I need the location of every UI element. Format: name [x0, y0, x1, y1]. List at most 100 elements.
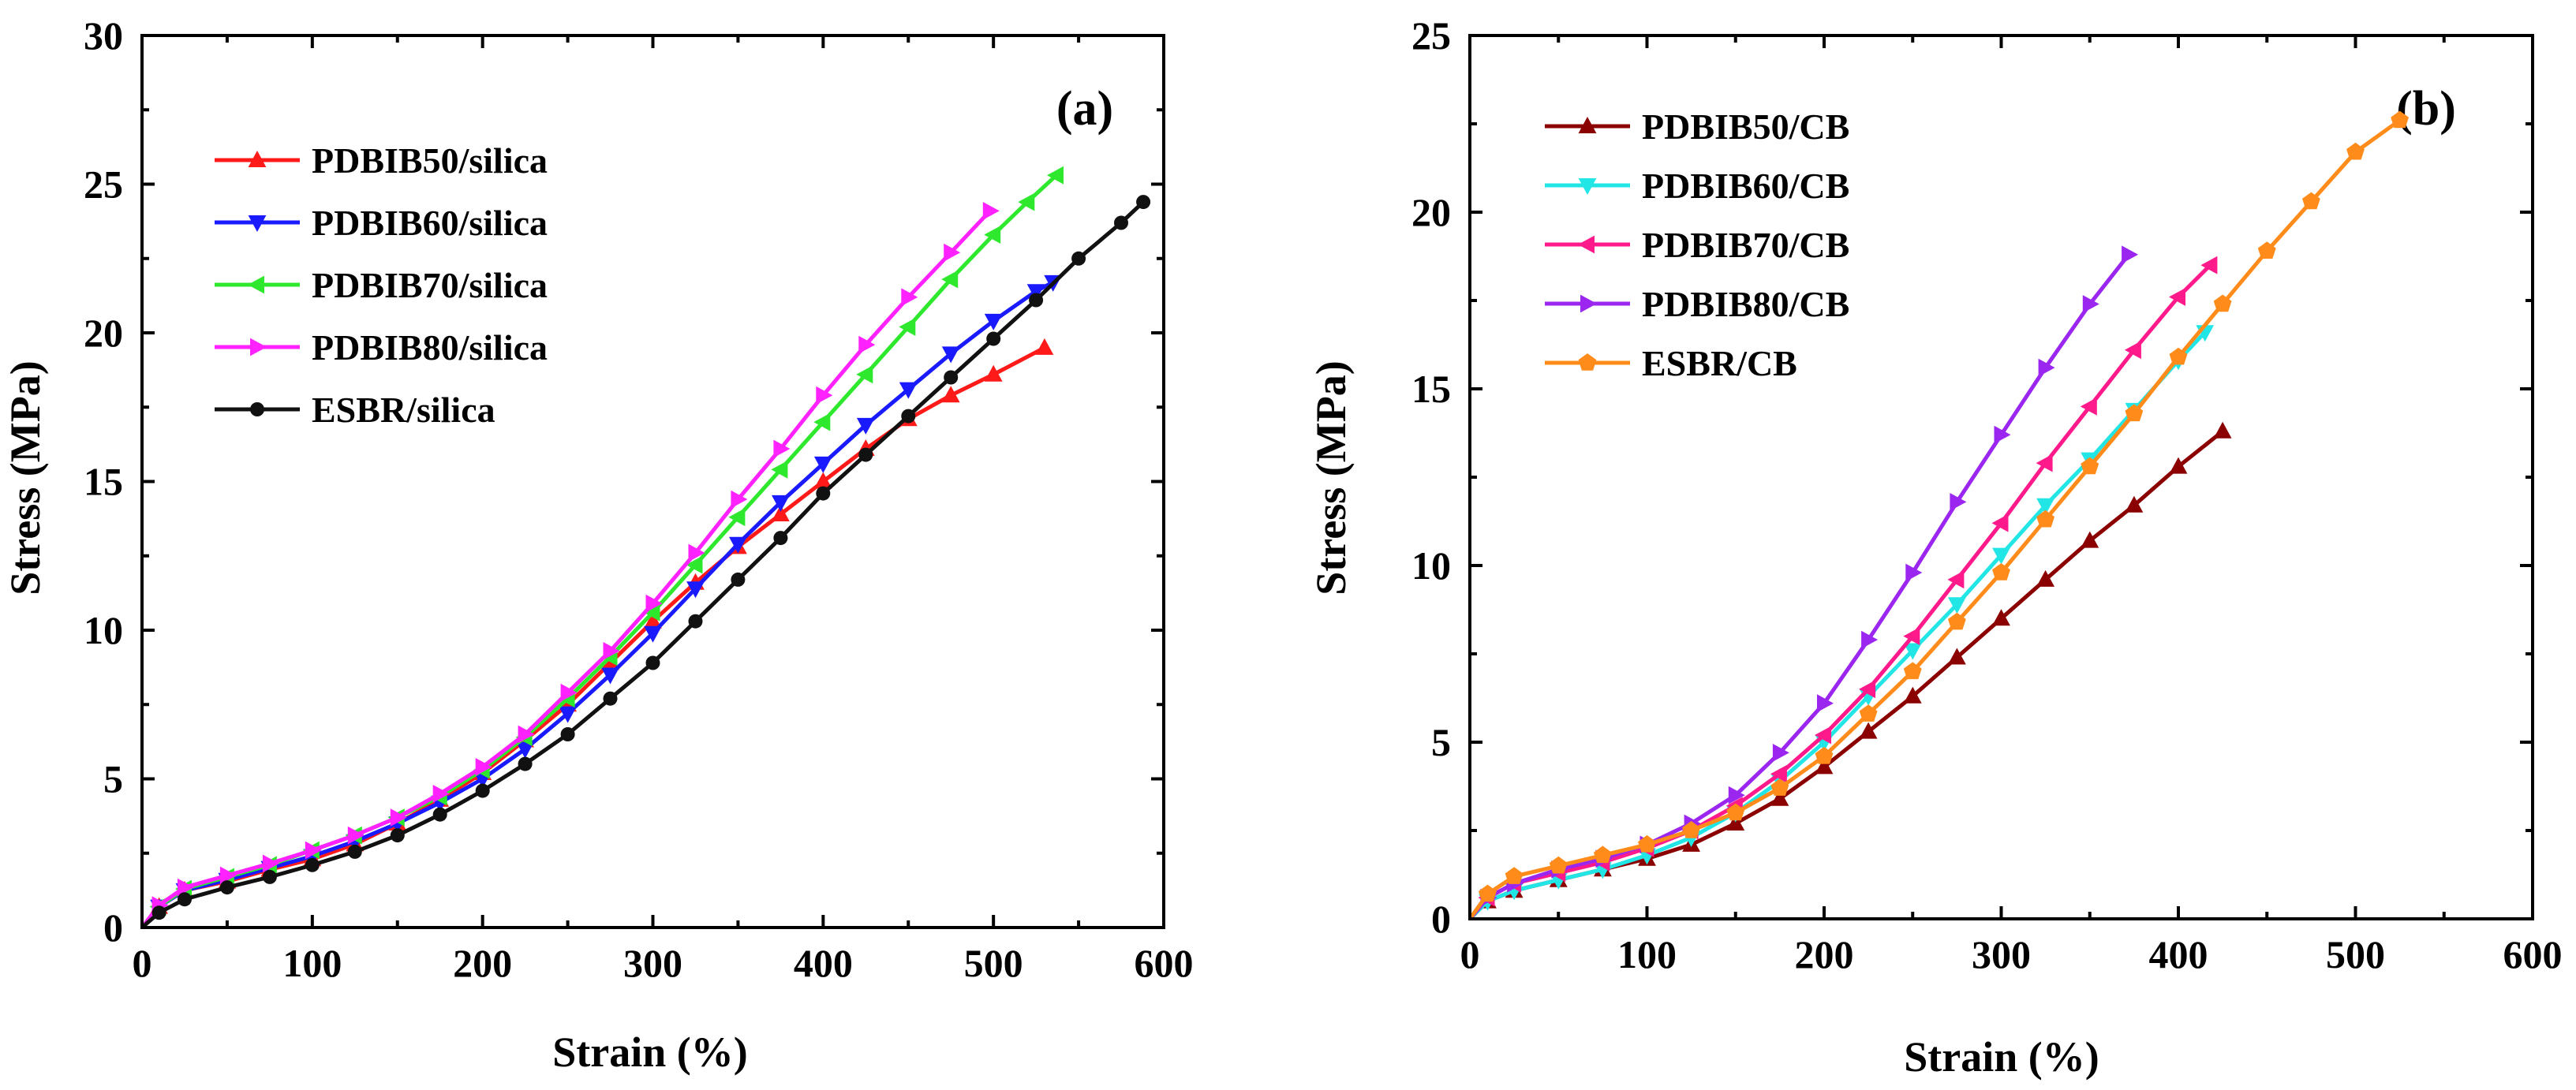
panel-a-series-4-point — [262, 854, 279, 873]
panel-b-legend-label-4: PDBIB80/CB — [1642, 284, 1849, 324]
panel-b-y-axis-title: Stress (MPa) — [1307, 360, 1355, 595]
panel-b-legend-label-5: ESBR/CB — [1642, 343, 1797, 383]
panel-a-series-3-point — [643, 603, 660, 622]
panel-a-y-tick-label: 0 — [103, 905, 123, 950]
panel-a-legend-label-5: ESBR/silica — [312, 390, 495, 430]
panel-b-legend-marker-3 — [1578, 235, 1595, 254]
chart-panel-a: Stress (MPa) Strain (%) (a) 0 100 200 300 40… — [2, 13, 1194, 1076]
panel-a-legend-marker-4 — [250, 338, 267, 356]
panel-b-series-4-point — [1861, 630, 1879, 649]
panel-b-y-tick-label: 5 — [1431, 720, 1451, 764]
panel-a-y-tick-label: 20 — [84, 311, 123, 355]
panel-a-label: (a) — [1056, 82, 1113, 136]
panel-a-y-tick-label: 30 — [84, 13, 123, 58]
panel-a-series-4-point — [645, 594, 663, 613]
panel-a-series-3-point — [1018, 192, 1035, 211]
panel-a-series-line-4 — [140, 209, 992, 929]
panel-b-series-3-point — [1991, 513, 2009, 532]
panel-a-series-line-5 — [140, 200, 1145, 929]
panel-a-series-5-point — [731, 572, 746, 587]
panel-b-legend-marker-4 — [1580, 294, 1597, 313]
panel-b-series-5-point — [2036, 510, 2054, 528]
panel-a-series-1-point — [644, 611, 662, 629]
panel-b-series-4-point — [2122, 245, 2139, 264]
panel-a-series-4-point — [432, 785, 450, 803]
panel-a-series-2-point — [601, 667, 619, 685]
panel-b-series-1-point — [2169, 457, 2188, 474]
panel-a-series-3-point — [984, 226, 1001, 244]
panel-a-series-3-point — [771, 461, 788, 479]
panel-b-series-1-point — [1948, 648, 1966, 665]
panel-a-series-3-point — [728, 508, 746, 527]
panel-b-x-tick-label: 0 — [1460, 932, 1480, 976]
panel-b-series-2-point — [2036, 498, 2054, 515]
panel-a-series-5-point — [603, 691, 618, 706]
panel-a-series-4-point — [219, 866, 237, 885]
panel-b-series-4-point — [1994, 425, 2011, 444]
panel-b-x-tick-label: 100 — [1617, 932, 1677, 976]
panel-a-series-2-point — [941, 346, 960, 364]
panel-b-series-5-point — [2346, 142, 2365, 160]
panel-b-series — [1467, 110, 2409, 920]
panel-b-series-3-point — [1903, 627, 1920, 645]
panel-a-series-4-point — [688, 543, 705, 562]
panel-b-series-2-point — [1992, 547, 2010, 565]
panel-a-series-4-point — [347, 826, 365, 845]
panel-b-series-4-point — [1950, 493, 1967, 511]
panel-b-legend-marker-1 — [1578, 117, 1597, 133]
panel-a-series-2-point — [772, 495, 790, 512]
panel-a-y-tick-label: 5 — [103, 757, 123, 801]
panel-a-series-4-point — [475, 758, 492, 776]
panel-a-series-4-point — [858, 335, 876, 354]
panel-a-legend-label-4: PDBIB80/silica — [312, 327, 548, 368]
panel-b-series-5-point — [2081, 457, 2099, 475]
panel-a-series-5-point — [178, 892, 192, 907]
panel-b-y-tick-label: 20 — [1411, 190, 1451, 234]
panel-a-y-tick-label: 10 — [84, 608, 123, 652]
panel-a-series-5-point — [986, 331, 1001, 346]
panel-b-x-axis-title: Strain (%) — [1904, 1033, 2099, 1081]
panel-b-series-3-point — [2080, 398, 2097, 416]
panel-a-x-tick-label: 300 — [623, 941, 682, 985]
panel-b-series-1-point — [2125, 495, 2144, 513]
panel-a-series-4-point — [816, 386, 833, 405]
panel-b-series-5-point — [1770, 778, 1789, 796]
panel-b-series-4-point — [1772, 744, 1789, 762]
panel-a-legend-marker-3 — [248, 275, 264, 294]
panel-b-x-tick-label: 400 — [2149, 932, 2208, 976]
panel-a-series-5-point — [645, 655, 660, 670]
panel-a-series-2-point — [516, 741, 534, 759]
panel-b-y-tick-label: 10 — [1411, 543, 1451, 588]
panel-a-series-5-point — [816, 486, 831, 501]
panel-a-series-5-point — [475, 783, 490, 798]
panel-b-series-1-point — [1859, 722, 1878, 739]
chart-panel-b: Stress (MPa) Strain (%) (b) 0 100 200 300 40… — [1307, 13, 2563, 1081]
panel-a-series-4-point — [901, 288, 918, 307]
panel-b-series-4-point — [2038, 358, 2055, 377]
panel-b-legend-label-3: PDBIB70/CB — [1642, 225, 1849, 265]
panel-a-legend: PDBIB50/silica PDBIB60/silica PDBIB70/sili… — [215, 140, 548, 430]
panel-a-series-5-point — [1114, 215, 1128, 230]
panel-b-series-5-point — [1903, 662, 1922, 680]
panel-b-series-5-point — [1479, 884, 1497, 902]
panel-a-x-axis-title: Strain (%) — [552, 1028, 747, 1076]
panel-b-series-3-point — [2036, 454, 2053, 472]
panel-a-series-5-point — [1029, 293, 1044, 308]
panel-b-series-5-point — [1549, 856, 1568, 874]
panel-a-series-4-point — [178, 878, 194, 897]
panel-a-legend-label-1: PDBIB50/silica — [312, 140, 548, 181]
panel-b-series-5-point — [1594, 845, 1612, 864]
panel-a-series-2-point — [856, 417, 875, 435]
panel-a-x-tick-label: 200 — [453, 941, 512, 985]
panel-a-series-4-point — [305, 841, 322, 860]
panel-b-series-1-point — [1770, 789, 1789, 806]
panel-b-series-5-point — [1948, 612, 1966, 630]
panel-b-series-5-point — [1859, 704, 1878, 722]
panel-b-series-4-point — [1905, 563, 1923, 582]
panel-b-series-5-point — [2391, 110, 2409, 129]
panel-b-y-tick-label: 15 — [1411, 367, 1451, 411]
panel-a-series-5-point — [219, 880, 234, 895]
panel-b-series-1-point — [2081, 531, 2099, 548]
panel-a-legend-marker-5 — [250, 402, 264, 416]
panel-a-x-tick-label: 400 — [794, 941, 853, 985]
